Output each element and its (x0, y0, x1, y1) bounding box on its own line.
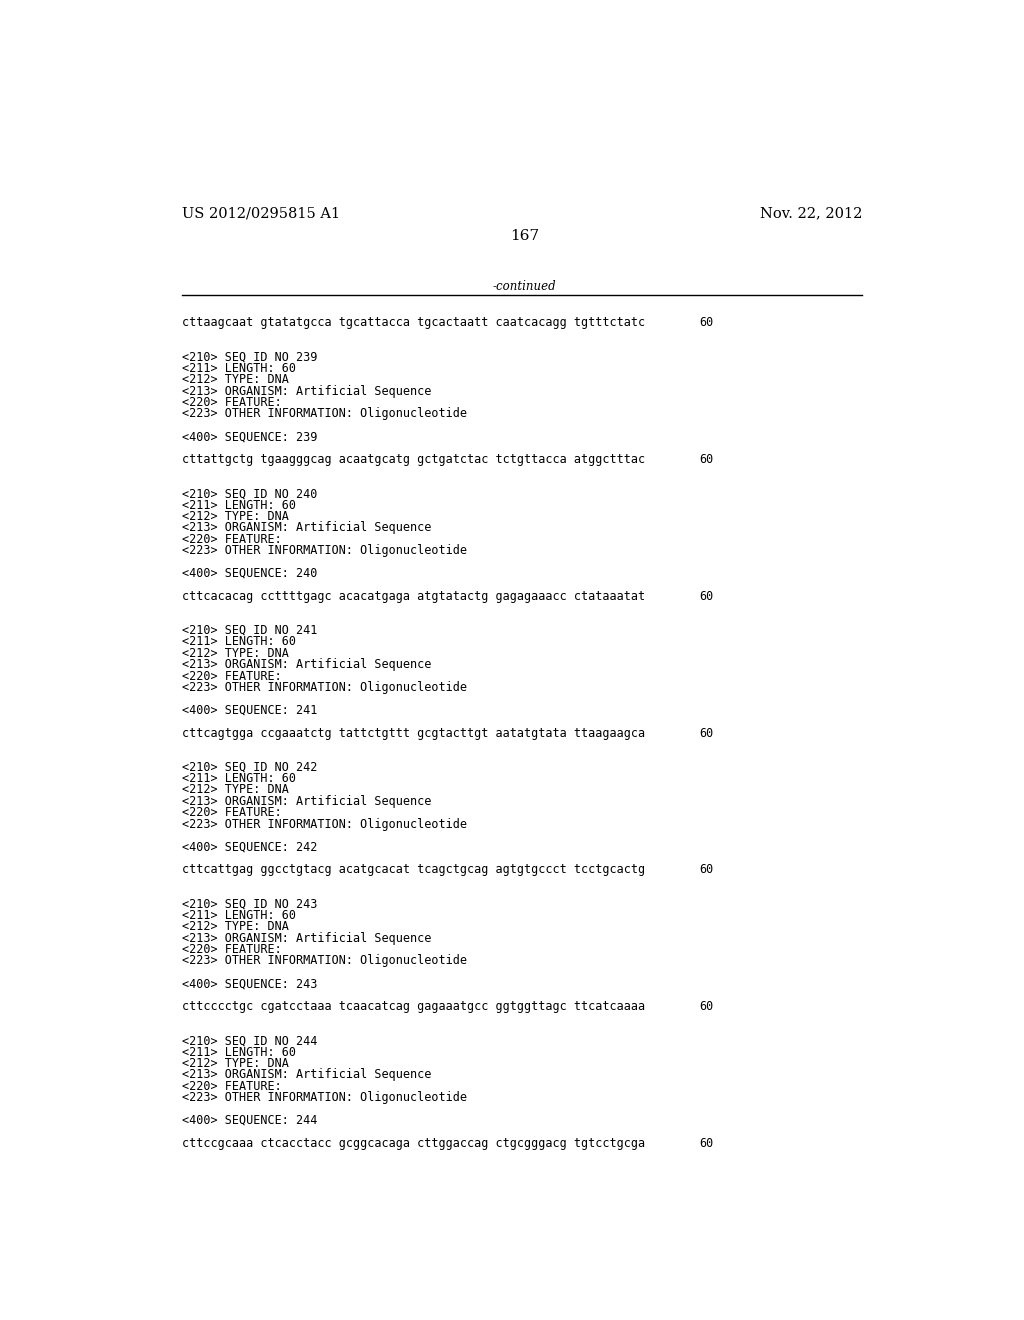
Text: 60: 60 (699, 863, 714, 876)
Text: <220> FEATURE:: <220> FEATURE: (182, 669, 282, 682)
Text: <223> OTHER INFORMATION: Oligonucleotide: <223> OTHER INFORMATION: Oligonucleotide (182, 817, 467, 830)
Text: <211> LENGTH: 60: <211> LENGTH: 60 (182, 362, 296, 375)
Text: <212> TYPE: DNA: <212> TYPE: DNA (182, 374, 289, 387)
Text: <400> SEQUENCE: 240: <400> SEQUENCE: 240 (182, 568, 317, 579)
Text: <400> SEQUENCE: 241: <400> SEQUENCE: 241 (182, 704, 317, 717)
Text: <212> TYPE: DNA: <212> TYPE: DNA (182, 920, 289, 933)
Text: <213> ORGANISM: Artificial Sequence: <213> ORGANISM: Artificial Sequence (182, 659, 431, 671)
Text: 167: 167 (510, 230, 540, 243)
Text: <210> SEQ ID NO 243: <210> SEQ ID NO 243 (182, 898, 317, 911)
Text: <223> OTHER INFORMATION: Oligonucleotide: <223> OTHER INFORMATION: Oligonucleotide (182, 408, 467, 420)
Text: <220> FEATURE:: <220> FEATURE: (182, 533, 282, 545)
Text: <212> TYPE: DNA: <212> TYPE: DNA (182, 510, 289, 523)
Text: <220> FEATURE:: <220> FEATURE: (182, 942, 282, 956)
Text: cttcacacag ccttttgagc acacatgaga atgtatactg gagagaaacc ctataaatat: cttcacacag ccttttgagc acacatgaga atgtata… (182, 590, 645, 603)
Text: -continued: -continued (493, 280, 557, 293)
Text: <212> TYPE: DNA: <212> TYPE: DNA (182, 1057, 289, 1071)
Text: <211> LENGTH: 60: <211> LENGTH: 60 (182, 499, 296, 512)
Text: <223> OTHER INFORMATION: Oligonucleotide: <223> OTHER INFORMATION: Oligonucleotide (182, 954, 467, 968)
Text: <220> FEATURE:: <220> FEATURE: (182, 396, 282, 409)
Text: cttccgcaaa ctcacctacc gcggcacaga cttggaccag ctgcgggacg tgtcctgcga: cttccgcaaa ctcacctacc gcggcacaga cttggac… (182, 1137, 645, 1150)
Text: <212> TYPE: DNA: <212> TYPE: DNA (182, 647, 289, 660)
Text: cttattgctg tgaagggcag acaatgcatg gctgatctac tctgttacca atggctttac: cttattgctg tgaagggcag acaatgcatg gctgatc… (182, 453, 645, 466)
Text: <211> LENGTH: 60: <211> LENGTH: 60 (182, 1045, 296, 1059)
Text: 60: 60 (699, 1001, 714, 1012)
Text: <400> SEQUENCE: 239: <400> SEQUENCE: 239 (182, 430, 317, 444)
Text: <210> SEQ ID NO 239: <210> SEQ ID NO 239 (182, 350, 317, 363)
Text: 60: 60 (699, 726, 714, 739)
Text: cttcagtgga ccgaaatctg tattctgttt gcgtacttgt aatatgtata ttaagaagca: cttcagtgga ccgaaatctg tattctgttt gcgtact… (182, 726, 645, 739)
Text: US 2012/0295815 A1: US 2012/0295815 A1 (182, 206, 340, 220)
Text: <223> OTHER INFORMATION: Oligonucleotide: <223> OTHER INFORMATION: Oligonucleotide (182, 681, 467, 694)
Text: Nov. 22, 2012: Nov. 22, 2012 (760, 206, 862, 220)
Text: <210> SEQ ID NO 240: <210> SEQ ID NO 240 (182, 487, 317, 500)
Text: <213> ORGANISM: Artificial Sequence: <213> ORGANISM: Artificial Sequence (182, 932, 431, 945)
Text: <210> SEQ ID NO 242: <210> SEQ ID NO 242 (182, 760, 317, 774)
Text: <212> TYPE: DNA: <212> TYPE: DNA (182, 784, 289, 796)
Text: <400> SEQUENCE: 244: <400> SEQUENCE: 244 (182, 1114, 317, 1127)
Text: <210> SEQ ID NO 241: <210> SEQ ID NO 241 (182, 624, 317, 638)
Text: <400> SEQUENCE: 243: <400> SEQUENCE: 243 (182, 977, 317, 990)
Text: <220> FEATURE:: <220> FEATURE: (182, 807, 282, 820)
Text: <213> ORGANISM: Artificial Sequence: <213> ORGANISM: Artificial Sequence (182, 1068, 431, 1081)
Text: <223> OTHER INFORMATION: Oligonucleotide: <223> OTHER INFORMATION: Oligonucleotide (182, 544, 467, 557)
Text: <211> LENGTH: 60: <211> LENGTH: 60 (182, 635, 296, 648)
Text: <220> FEATURE:: <220> FEATURE: (182, 1080, 282, 1093)
Text: cttcattgag ggcctgtacg acatgcacat tcagctgcag agtgtgccct tcctgcactg: cttcattgag ggcctgtacg acatgcacat tcagctg… (182, 863, 645, 876)
Text: <223> OTHER INFORMATION: Oligonucleotide: <223> OTHER INFORMATION: Oligonucleotide (182, 1092, 467, 1104)
Text: cttaagcaat gtatatgcca tgcattacca tgcactaatt caatcacagg tgtttctatc: cttaagcaat gtatatgcca tgcattacca tgcacta… (182, 317, 645, 329)
Text: <210> SEQ ID NO 244: <210> SEQ ID NO 244 (182, 1034, 317, 1047)
Text: 60: 60 (699, 1137, 714, 1150)
Text: <213> ORGANISM: Artificial Sequence: <213> ORGANISM: Artificial Sequence (182, 521, 431, 535)
Text: <213> ORGANISM: Artificial Sequence: <213> ORGANISM: Artificial Sequence (182, 384, 431, 397)
Text: <211> LENGTH: 60: <211> LENGTH: 60 (182, 909, 296, 921)
Text: cttcccctgc cgatcctaaa tcaacatcag gagaaatgcc ggtggttagc ttcatcaaaa: cttcccctgc cgatcctaaa tcaacatcag gagaaat… (182, 1001, 645, 1012)
Text: <213> ORGANISM: Artificial Sequence: <213> ORGANISM: Artificial Sequence (182, 795, 431, 808)
Text: <400> SEQUENCE: 242: <400> SEQUENCE: 242 (182, 841, 317, 854)
Text: <211> LENGTH: 60: <211> LENGTH: 60 (182, 772, 296, 785)
Text: 60: 60 (699, 453, 714, 466)
Text: 60: 60 (699, 590, 714, 603)
Text: 60: 60 (699, 317, 714, 329)
